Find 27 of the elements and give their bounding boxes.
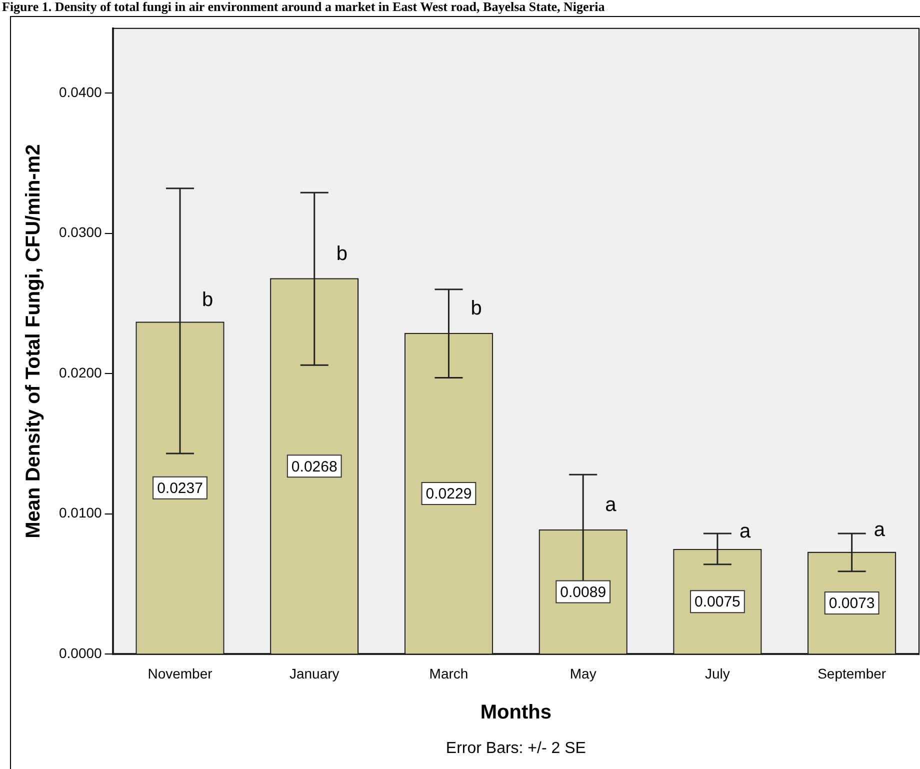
data-label: 0.0237: [157, 480, 203, 498]
y-tick-label: 0.0300: [58, 224, 102, 240]
x-tick-label: March: [429, 665, 468, 682]
x-tick-label: May: [570, 665, 596, 682]
annotation: a: [739, 520, 752, 543]
x-tick-label: November: [148, 665, 213, 682]
text: Error Bars: +/- 2 SE: [446, 740, 586, 757]
data-label: 0.0089: [560, 584, 606, 601]
data-label: 0.0268: [291, 458, 338, 476]
chart-title: Figure 1. Density of total fungi in air environment around a market in East West road, Bayelsa State, Nigeria: [1, 0, 606, 16]
x-tick-label: July: [705, 665, 730, 682]
annotation: b: [470, 298, 482, 320]
y-tick-label: 0.0400: [58, 84, 102, 100]
data-label: 0.0073: [828, 595, 875, 612]
x-tick-label: September: [818, 665, 886, 682]
x-tick-label: January: [289, 665, 340, 682]
y-tick-label: 0.0100: [58, 504, 102, 521]
y-axis-title: Mean Density of Total Fungi, CFU/min-m2: [22, 144, 45, 538]
annotation: b: [336, 242, 348, 265]
data-label: 0.0075: [694, 594, 740, 611]
data-label: 0.0229: [426, 486, 472, 503]
annotation: a: [874, 519, 886, 542]
annotation: a: [605, 494, 618, 516]
annotation: b: [202, 289, 214, 312]
x-axis-title: Months: [480, 702, 552, 724]
y-tick-label: 0.0000: [58, 645, 102, 662]
y-tick-label: 0.0200: [58, 364, 102, 380]
